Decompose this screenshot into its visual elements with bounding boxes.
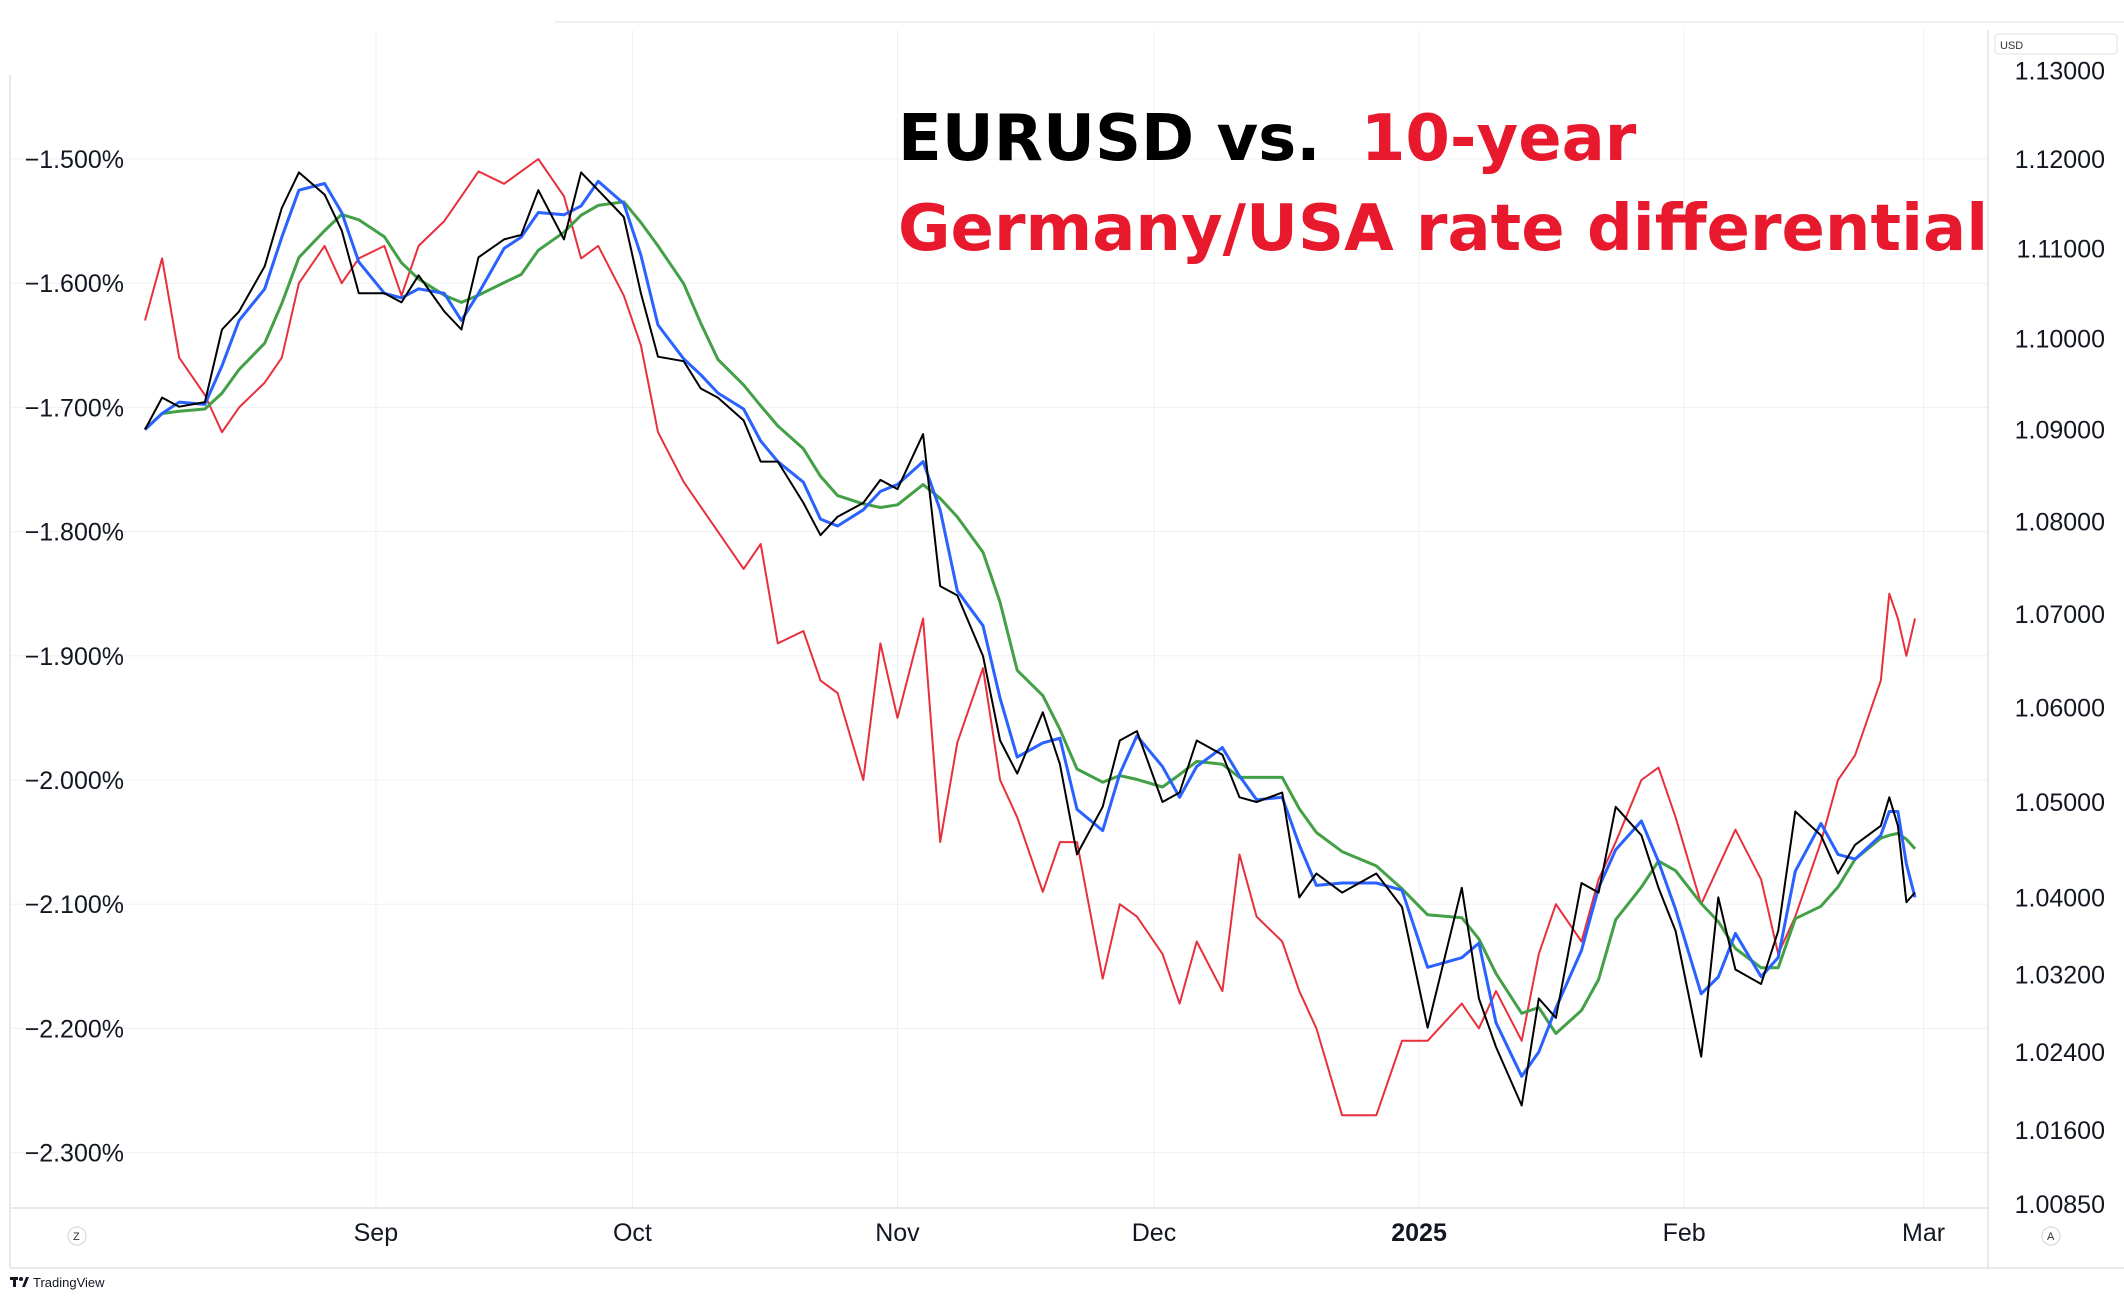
- x-axis-tick-label: Dec: [1132, 1219, 1176, 1247]
- title-part-2: 10-year: [1361, 102, 1637, 176]
- right-axis-tick-label: 1.07000: [2015, 601, 2105, 629]
- right-axis-unit: USD: [2000, 40, 2023, 52]
- corner-left-circle[interactable]: [67, 1226, 87, 1246]
- right-axis-tick-label: 1.06000: [2015, 695, 2105, 723]
- eurusd-price-line: [144, 171, 1916, 1107]
- title-part-1: EURUSD vs.: [898, 102, 1321, 176]
- right-axis-tick-label: 1.04000: [2015, 884, 2105, 912]
- left-axis-tick-label: −1.900%: [25, 643, 124, 671]
- x-axis-tick-label: Nov: [875, 1219, 920, 1247]
- svg-text:EURUSD vs. 10-year: EURUSD vs. 10-year: [898, 102, 1637, 176]
- right-axis-tick-label: 1.01600: [2015, 1117, 2105, 1145]
- left-axis-tick-label: −2.000%: [25, 767, 124, 795]
- x-axis-tick-label: Sep: [354, 1219, 398, 1247]
- chart-title: EURUSD vs. 10-year Germany/USA rate diff…: [898, 102, 1988, 266]
- right-axis-tick-label: 1.10000: [2015, 326, 2105, 354]
- x-axis-tick-label: Feb: [1663, 1219, 1706, 1247]
- left-axis-tick-label: −2.100%: [25, 891, 124, 919]
- left-axis-tick-label: −1.600%: [25, 270, 124, 298]
- corner-left-label: Z: [73, 1231, 80, 1243]
- rate-differential-line: [144, 158, 1916, 1117]
- right-axis-tick-label: 1.03200: [2015, 961, 2105, 989]
- chart-frame: [9, 21, 2124, 1269]
- right-axis-tick-label: 1.05000: [2015, 789, 2105, 817]
- corner-left[interactable]: Z: [67, 1226, 87, 1246]
- axes: −1.500% −1.600% −1.700% −1.800% −1.900% −2.00…: [25, 57, 2105, 1247]
- series-layer: [143, 158, 1917, 1117]
- auto-scale-circle[interactable]: [2041, 1226, 2061, 1246]
- corner-right[interactable]: A: [2041, 1226, 2061, 1246]
- left-axis-tick-label: −1.500%: [25, 146, 124, 174]
- right-axis-tick-label: 1.08000: [2015, 508, 2105, 536]
- left-axis-tick-label: −2.200%: [25, 1015, 124, 1043]
- corner-right-label: A: [2047, 1231, 2055, 1243]
- right-axis-tick-label: 1.12000: [2015, 146, 2105, 174]
- tradingview-logo-icon: [10, 1277, 29, 1287]
- right-axis-unit-badge: USD: [1994, 33, 2118, 55]
- left-axis-tick-label: −1.700%: [25, 394, 124, 422]
- footer-brand: TradingView: [10, 1275, 105, 1290]
- right-axis-tick-label: 1.11000: [2016, 235, 2105, 263]
- x-axis-tick-label: 2025: [1391, 1219, 1447, 1247]
- right-axis-tick-label: 1.02400: [2015, 1039, 2105, 1067]
- right-axis-tick-label: 1.00850: [2015, 1191, 2105, 1219]
- left-axis-tick-label: −1.800%: [25, 519, 124, 547]
- eurusd-fast-average-line: [143, 179, 1917, 1078]
- title-line-2: Germany/USA rate differential: [898, 192, 1988, 266]
- right-axis-tick-label: 1.09000: [2015, 417, 2105, 445]
- footer-brand-text: TradingView: [33, 1275, 105, 1290]
- grid: [10, 30, 1988, 1208]
- right-axis-tick-label: 1.13000: [2015, 57, 2105, 85]
- left-axis-tick-label: −2.300%: [25, 1140, 124, 1168]
- x-axis-tick-label: Mar: [1902, 1219, 1945, 1247]
- unit-badge-box: [1994, 33, 2118, 55]
- x-axis-tick-label: Oct: [613, 1219, 652, 1247]
